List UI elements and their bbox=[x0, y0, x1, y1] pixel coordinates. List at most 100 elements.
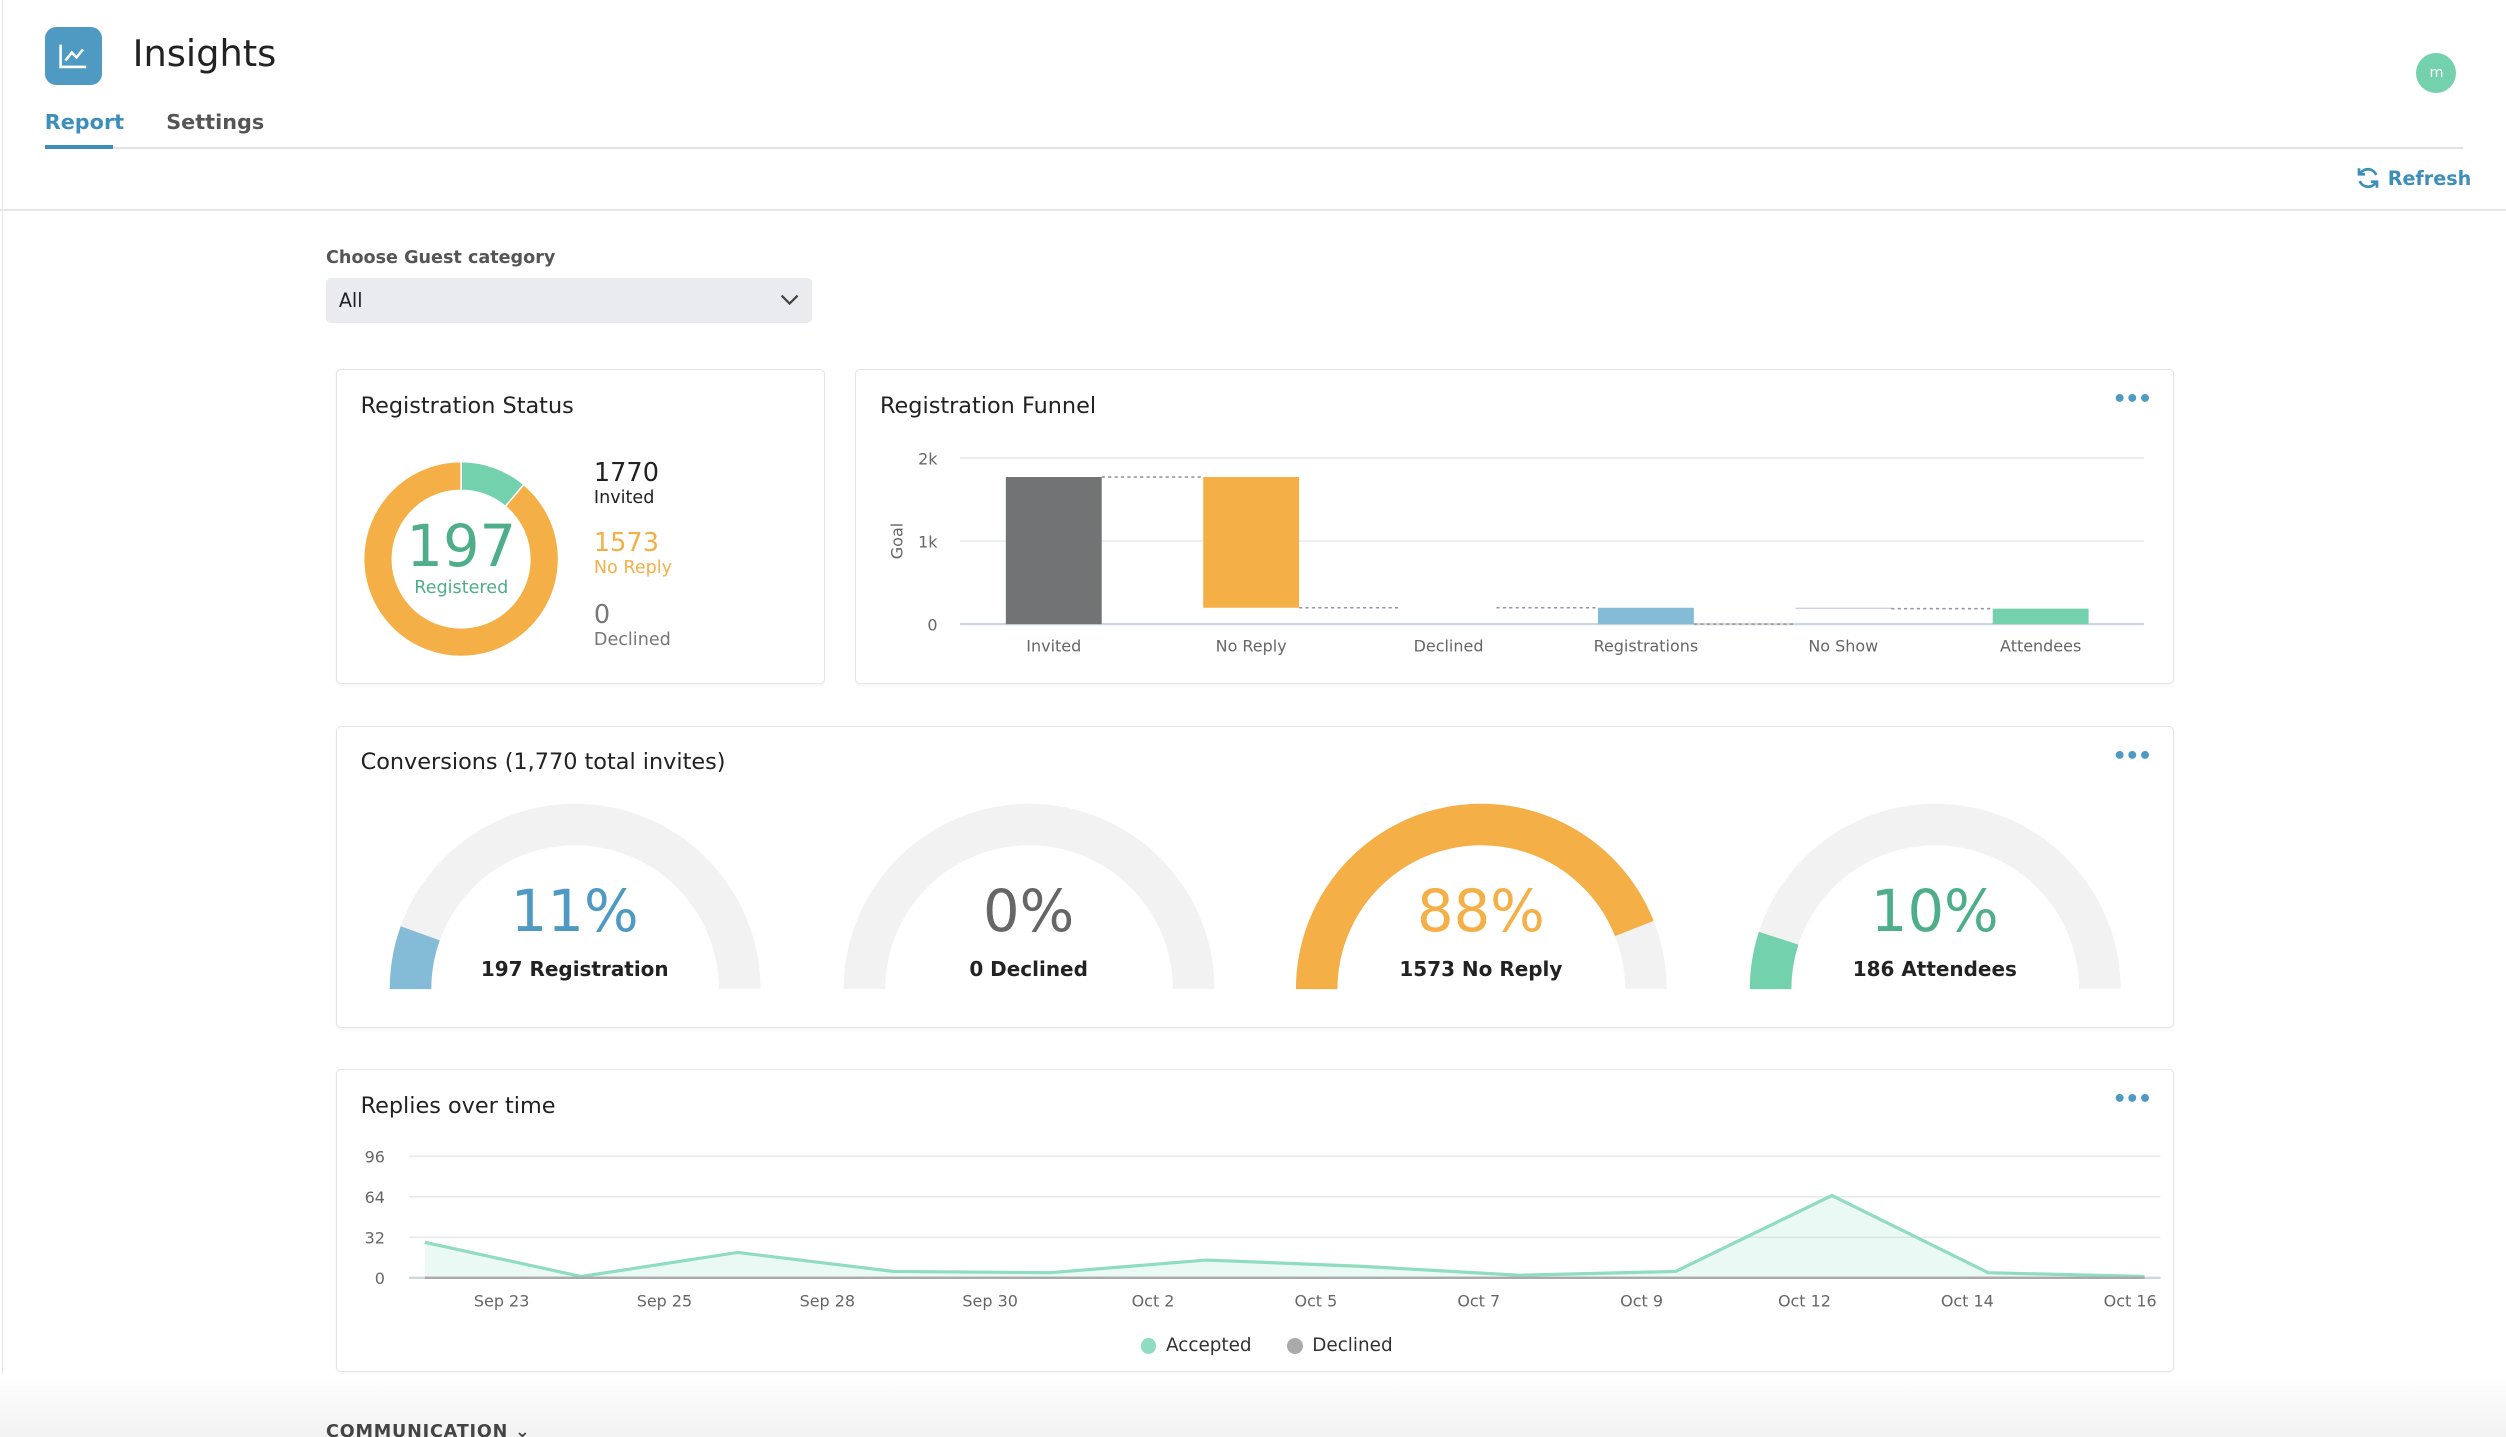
funnel-bar[interactable] bbox=[1597, 607, 1694, 625]
stat-label: No Reply bbox=[593, 558, 673, 579]
funnel-bar[interactable] bbox=[1992, 608, 2089, 625]
gauges bbox=[389, 803, 2121, 989]
x-tick-label: No Show bbox=[1808, 636, 1878, 655]
guest-category-select[interactable]: All bbox=[326, 278, 812, 323]
gauge-label: 1573 No Reply bbox=[1399, 956, 1563, 981]
x-tick-label: Invited bbox=[1026, 636, 1081, 655]
y-axis-label: Goal bbox=[887, 523, 906, 559]
more-options-button[interactable]: ••• bbox=[2112, 1086, 2152, 1113]
funnel-bar[interactable] bbox=[1005, 477, 1102, 625]
replies-over-time-card: Replies over time ••• 0 32 64 96 Sep 23 Sep 2… bbox=[335, 1069, 2174, 1372]
insights-logo-icon bbox=[44, 27, 103, 85]
legend-label: Declined bbox=[1312, 1335, 1393, 1357]
x-tick-label: Oct 5 bbox=[1294, 1292, 1337, 1311]
conversions-card: Conversions (1,770 total invites) ••• 11… bbox=[335, 725, 2174, 1029]
y-tick-label: 64 bbox=[364, 1188, 384, 1207]
gauge-percent: 88% bbox=[1416, 878, 1545, 946]
series-line-accepted[interactable] bbox=[424, 1193, 2145, 1279]
registration-status-card: Registration Status 197 Registered 1770 … bbox=[335, 369, 826, 685]
x-tick-label: Oct 9 bbox=[1620, 1292, 1663, 1311]
x-tick-label: Oct 14 bbox=[1940, 1292, 1993, 1311]
legend-item-accepted[interactable]: Accepted bbox=[1140, 1335, 1252, 1357]
stat-invited: 1770 Invited bbox=[594, 458, 659, 508]
avatar[interactable]: m bbox=[2416, 52, 2457, 93]
x-tick-label: Sep 23 bbox=[473, 1292, 529, 1311]
active-tab-indicator bbox=[44, 145, 114, 149]
x-tick-label: Sep 28 bbox=[799, 1292, 855, 1311]
stat-label: Invited bbox=[593, 488, 655, 509]
registered-label: Registered bbox=[414, 577, 509, 598]
chevron-down-icon: ⌄ bbox=[515, 1422, 531, 1437]
gauge-track bbox=[843, 803, 1215, 989]
x-tick-label: Declined bbox=[1414, 636, 1484, 655]
header-divider bbox=[0, 209, 2506, 211]
funnel-chart: 0 1k 2k Goal Invited No Reply Declined Registra… bbox=[887, 449, 2145, 655]
tab-report[interactable]: Report bbox=[44, 110, 125, 135]
gauge-fill[interactable] bbox=[1295, 803, 1654, 989]
page-title: Insights bbox=[132, 31, 277, 75]
legend-dot bbox=[1140, 1338, 1157, 1354]
y-tick-label: 0 bbox=[374, 1269, 384, 1288]
gauge-fill[interactable] bbox=[389, 925, 440, 989]
gauge-label: 186 Attendees bbox=[1852, 956, 2017, 981]
registration-donut bbox=[362, 460, 560, 657]
x-tick-label: Oct 7 bbox=[1457, 1292, 1500, 1311]
stat-declined: 0 Declined bbox=[594, 600, 671, 650]
y-tick-label: 96 bbox=[364, 1148, 384, 1167]
x-tick-label: Sep 30 bbox=[962, 1292, 1018, 1311]
x-tick-label: Oct 12 bbox=[1778, 1292, 1831, 1311]
tab-settings[interactable]: Settings bbox=[166, 110, 265, 135]
bottom-fade bbox=[0, 1374, 2506, 1437]
replies-chart: 0 32 64 96 Sep 23 Sep 25 Sep 28 Sep 30 Oct 2 Oct … bbox=[364, 1148, 2161, 1311]
registration-funnel-card: Registration Funnel ••• 0 1k 2k Goal Invited… bbox=[855, 369, 2174, 685]
card-title: Registration Status bbox=[360, 392, 574, 419]
x-tick-label: Oct 2 bbox=[1131, 1292, 1174, 1311]
legend-dot bbox=[1286, 1338, 1303, 1354]
y-tick-label: 32 bbox=[364, 1229, 384, 1248]
stat-no-reply: 1573 No Reply bbox=[594, 528, 672, 578]
donut-slice[interactable] bbox=[362, 460, 560, 657]
more-options-button[interactable]: ••• bbox=[2112, 742, 2152, 769]
guest-category-label: Choose Guest category bbox=[326, 247, 556, 268]
stat-value: 1770 bbox=[593, 458, 659, 489]
guest-category-value: All bbox=[338, 288, 363, 312]
area-accepted bbox=[424, 1195, 2145, 1278]
y-tick-label: 0 bbox=[927, 616, 937, 635]
gauge-percent: 11% bbox=[510, 878, 639, 946]
card-title: Registration Funnel bbox=[880, 392, 1097, 419]
gauge-label: 0 Declined bbox=[969, 956, 1088, 981]
gauge-track bbox=[389, 803, 761, 989]
left-border bbox=[1, 0, 4, 1437]
card-title: Replies over time bbox=[360, 1092, 556, 1119]
section-label: COMMUNICATION bbox=[326, 1422, 509, 1437]
x-tick-label: Attendees bbox=[2000, 636, 2081, 655]
more-options-button[interactable]: ••• bbox=[2112, 386, 2152, 413]
x-tick-label: No Reply bbox=[1216, 636, 1287, 655]
y-tick-label: 2k bbox=[918, 449, 938, 468]
x-tick-label: Registrations bbox=[1594, 636, 1699, 655]
stat-value: 0 bbox=[593, 600, 611, 631]
chevron-down-icon bbox=[780, 294, 799, 306]
gauge-fill[interactable] bbox=[1749, 931, 1799, 989]
funnel-bar[interactable] bbox=[1795, 607, 1892, 609]
gauge-percent: 0% bbox=[982, 878, 1075, 946]
x-tick-label: Oct 16 bbox=[2103, 1292, 2156, 1311]
refresh-label: Refresh bbox=[2387, 166, 2472, 190]
y-tick-label: 1k bbox=[918, 533, 938, 552]
registered-count: 197 bbox=[406, 513, 517, 581]
gauge-label: 197 Registration bbox=[480, 956, 669, 981]
legend-label: Accepted bbox=[1166, 1335, 1252, 1357]
stat-value: 1573 bbox=[593, 528, 659, 559]
gauge-track bbox=[1749, 803, 2121, 989]
stat-label: Declined bbox=[593, 630, 671, 651]
chart-legend: Accepted Declined bbox=[1140, 1335, 1393, 1357]
communication-section-toggle[interactable]: COMMUNICATION ⌄ bbox=[326, 1422, 531, 1436]
card-title: Conversions (1,770 total invites) bbox=[360, 748, 726, 775]
refresh-button[interactable]: Refresh bbox=[2356, 166, 2472, 190]
x-tick-label: Sep 25 bbox=[636, 1292, 692, 1311]
legend-item-declined[interactable]: Declined bbox=[1286, 1335, 1393, 1357]
refresh-icon bbox=[2357, 168, 2379, 189]
funnel-bar[interactable] bbox=[1203, 477, 1300, 608]
tab-divider bbox=[44, 147, 2463, 149]
gauge-percent: 10% bbox=[1870, 878, 1999, 946]
